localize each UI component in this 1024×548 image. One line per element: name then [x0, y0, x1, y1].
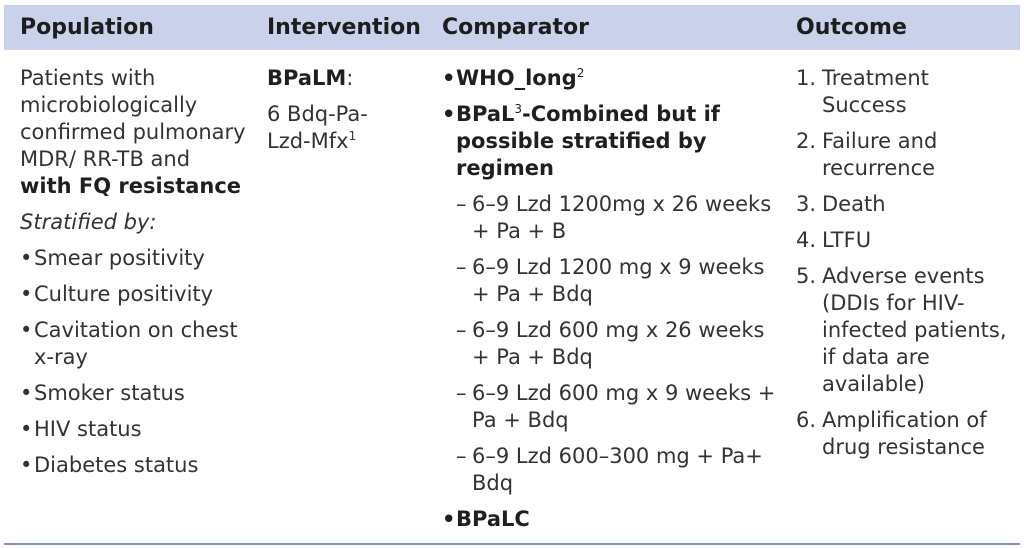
who-long-label: WHO_long: [456, 66, 577, 90]
outcome-item: 2. Failure and recurrence: [796, 128, 1008, 182]
strata-list: Smear positivity Culture positivity Cavi…: [20, 245, 248, 479]
intervention-cell: BPaLM: 6 Bdq-Pa-Lzd-Mfx1: [267, 65, 425, 164]
outcome-number: 3.: [796, 192, 817, 216]
header-comparator: Comparator: [442, 15, 589, 40]
bpal-label: BPaL: [456, 102, 515, 126]
intervention-regimen-line: 6 Bdq-Pa-Lzd-Mfx1: [267, 101, 385, 155]
header-intervention: Intervention: [267, 15, 421, 40]
sub-regimen-item: 6–9 Lzd 600 mg x 26 weeks + Pa + Bdq: [442, 317, 778, 371]
outcome-number: 2.: [796, 129, 817, 153]
table-header-row: Population Intervention Comparator Outco…: [4, 5, 1020, 50]
population-intro: Patients with microbiologically confirme…: [20, 66, 246, 171]
header-outcome: Outcome: [796, 15, 907, 40]
outcome-text: LTFU: [822, 228, 872, 252]
outcome-item: 1. Treatment Success: [796, 65, 1008, 119]
strata-item: Diabetes status: [20, 452, 248, 479]
sub-regimen-item: 6–9 Lzd 1200mg x 26 weeks + Pa + B: [442, 191, 778, 245]
strata-item: Culture positivity: [20, 281, 248, 308]
outcome-item: 6. Amplification of drug resistance: [796, 407, 1008, 461]
sub-regimen-item: 6–9 Lzd 600–300 mg + Pa+ Bdq: [442, 443, 778, 497]
population-intro-bold: with FQ resistance: [20, 174, 242, 198]
intervention-regimen: 6 Bdq-Pa-Lzd-Mfx: [267, 102, 368, 153]
outcome-item: 3. Death: [796, 191, 1008, 218]
pico-table: Population Intervention Comparator Outco…: [4, 5, 1020, 545]
population-cell: Patients with microbiologically confirme…: [20, 65, 248, 488]
outcome-item: 5. Adverse events (DDIs for HIV-infected …: [796, 263, 1008, 398]
sub-regimen-item: 6–9 Lzd 600 mg x 9 weeks + Pa + Bdq: [442, 380, 778, 434]
outcome-text: Adverse events (DDIs for HIV-infected pa…: [822, 264, 1007, 396]
outcome-number: 1.: [796, 66, 817, 90]
header-population: Population: [20, 15, 154, 40]
comparator-bpalc: BPaLC: [442, 506, 778, 533]
outcome-text: Failure and recurrence: [822, 129, 938, 180]
strata-item: Smoker status: [20, 380, 248, 407]
comparator-who-long: WHO_long2: [442, 65, 778, 92]
outcome-number: 5.: [796, 264, 817, 288]
strata-item: Smear positivity: [20, 245, 248, 272]
bpal-description: -Combined but if possible stratified by …: [456, 102, 720, 180]
comparator-cell: WHO_long2 BPaL3-Combined but if possible…: [442, 65, 778, 542]
strata-item: Cavitation on chest x-ray: [20, 317, 248, 371]
comparator-list-tail: BPaLC: [442, 506, 778, 533]
intervention-footnote: 1: [348, 129, 357, 143]
comparator-list: WHO_long2 BPaL3-Combined but if possible…: [442, 65, 778, 182]
outcome-item: 4. LTFU: [796, 227, 1008, 254]
sub-regimen-item: 6–9 Lzd 1200 mg x 9 weeks + Pa + Bdq: [442, 254, 778, 308]
who-long-footnote: 2: [576, 66, 585, 80]
bpal-sub-regimen-list: 6–9 Lzd 1200mg x 26 weeks + Pa + B 6–9 L…: [442, 191, 778, 497]
outcome-text: Amplification of drug resistance: [822, 408, 987, 459]
bpal-footnote: 3: [514, 102, 523, 116]
intervention-name: BPaLM: [267, 66, 347, 90]
outcome-list: 1. Treatment Success 2. Failure and recurr…: [796, 65, 1008, 461]
outcome-text: Death: [822, 192, 886, 216]
intervention-colon: :: [346, 66, 354, 90]
outcome-cell: 1. Treatment Success 2. Failure and recurr…: [796, 65, 1008, 470]
outcome-text: Treatment Success: [822, 66, 929, 117]
stratified-by-label: Stratified by:: [20, 210, 157, 234]
outcome-number: 4.: [796, 228, 817, 252]
intervention-name-line: BPaLM:: [267, 65, 425, 92]
comparator-bpal: BPaL3-Combined but if possible stratifie…: [442, 101, 778, 182]
outcome-number: 6.: [796, 408, 817, 432]
population-description: Patients with microbiologically confirme…: [20, 65, 248, 200]
strata-item: HIV status: [20, 416, 248, 443]
